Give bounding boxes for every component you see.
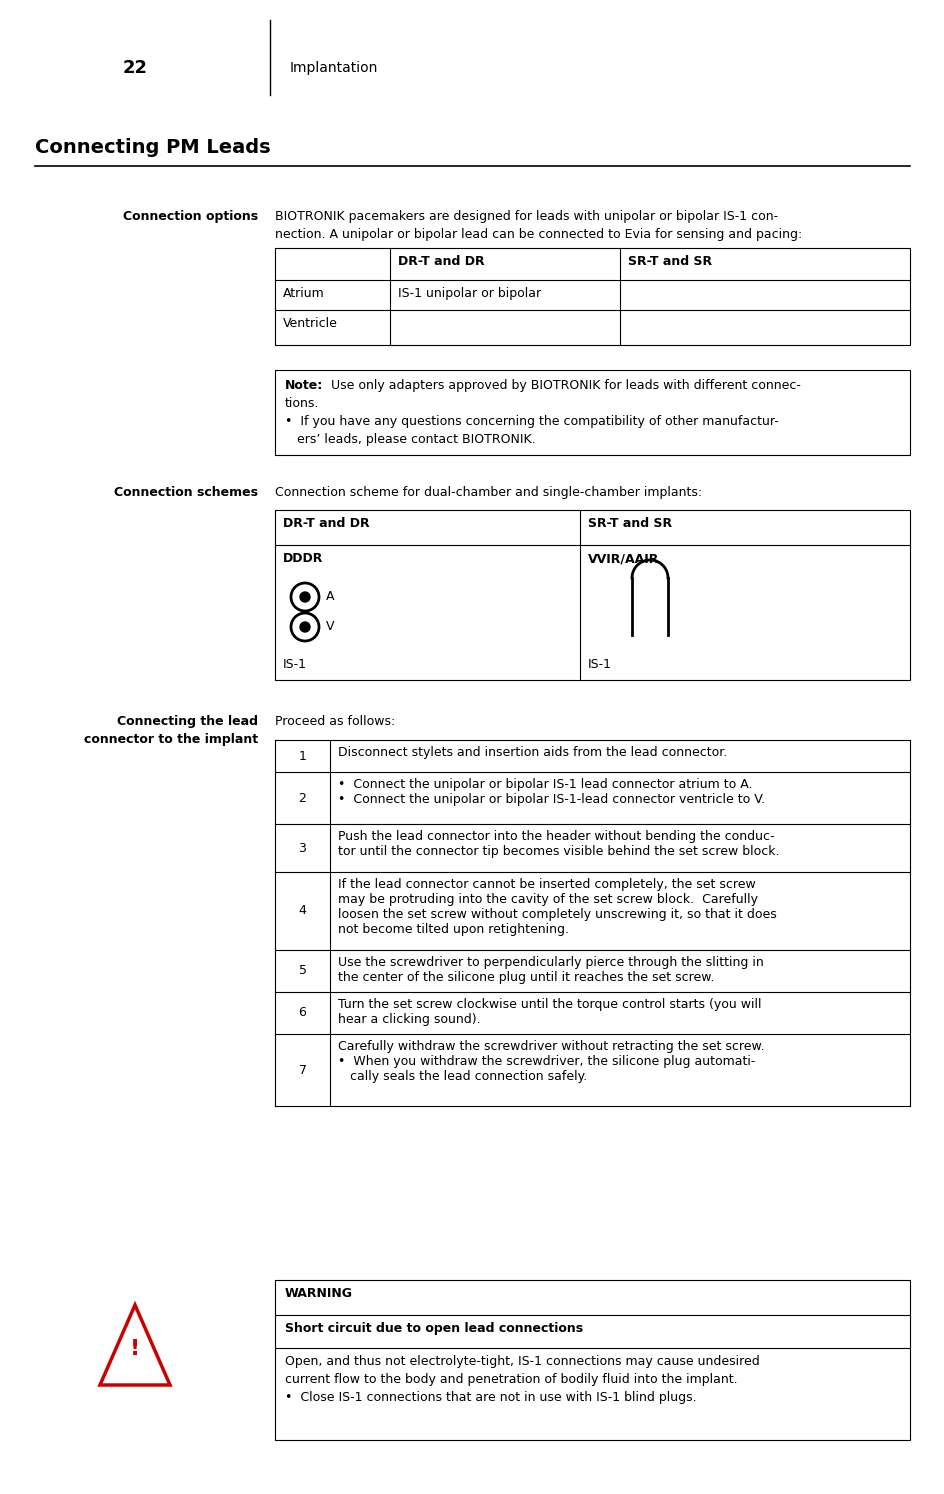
Text: 5: 5 [298, 965, 307, 977]
Circle shape [300, 622, 310, 632]
Text: SR-T and SR: SR-T and SR [628, 255, 712, 267]
Text: Disconnect stylets and insertion aids from the lead connector.: Disconnect stylets and insertion aids fr… [338, 746, 727, 759]
Text: BIOTRONIK pacemakers are designed for leads with unipolar or bipolar IS-1 con-: BIOTRONIK pacemakers are designed for le… [275, 211, 778, 223]
Text: Connection schemes: Connection schemes [114, 486, 258, 499]
Text: nection. A unipolar or bipolar lead can be connected to Evia for sensing and pac: nection. A unipolar or bipolar lead can … [275, 229, 802, 241]
Text: •  Close IS-1 connections that are not in use with IS-1 blind plugs.: • Close IS-1 connections that are not in… [285, 1391, 697, 1404]
Circle shape [300, 592, 310, 602]
Text: DR-T and DR: DR-T and DR [283, 517, 370, 530]
Text: WARNING: WARNING [285, 1286, 353, 1300]
Text: Proceed as follows:: Proceed as follows: [275, 716, 396, 728]
Text: Use the screwdriver to perpendicularly pierce through the slitting in
the center: Use the screwdriver to perpendicularly p… [338, 956, 764, 985]
Text: IS-1: IS-1 [588, 657, 612, 671]
Text: Turn the set screw clockwise until the torque control starts (you will
hear a cl: Turn the set screw clockwise until the t… [338, 998, 762, 1026]
Text: 22: 22 [123, 58, 147, 78]
Text: A: A [326, 590, 334, 604]
Text: Connection options: Connection options [123, 211, 258, 223]
Text: VVIR/AAIR: VVIR/AAIR [588, 551, 659, 565]
Text: Short circuit due to open lead connections: Short circuit due to open lead connectio… [285, 1322, 583, 1336]
Text: Use only adapters approved by BIOTRONIK for leads with different connec-: Use only adapters approved by BIOTRONIK … [327, 379, 801, 391]
Text: •  Connect the unipolar or bipolar IS-1 lead connector atrium to A.
•  Connect t: • Connect the unipolar or bipolar IS-1 l… [338, 778, 766, 805]
Text: 1: 1 [298, 750, 307, 762]
Text: •  If you have any questions concerning the compatibility of other manufactur-: • If you have any questions concerning t… [285, 415, 779, 427]
Text: !: ! [130, 1339, 140, 1360]
Text: Note:: Note: [285, 379, 323, 391]
Text: 7: 7 [298, 1064, 307, 1077]
Text: connector to the implant: connector to the implant [84, 734, 258, 746]
Text: Connecting the lead: Connecting the lead [117, 716, 258, 728]
Text: Open, and thus not electrolyte-tight, IS-1 connections may cause undesired: Open, and thus not electrolyte-tight, IS… [285, 1355, 760, 1369]
Text: 3: 3 [298, 841, 307, 855]
Text: IS-1 unipolar or bipolar: IS-1 unipolar or bipolar [398, 287, 541, 300]
Text: Carefully withdraw the screwdriver without retracting the set screw.
•  When you: Carefully withdraw the screwdriver witho… [338, 1040, 765, 1083]
Text: DR-T and DR: DR-T and DR [398, 255, 484, 267]
Text: Implantation: Implantation [290, 61, 379, 75]
Text: IS-1: IS-1 [283, 657, 307, 671]
Text: 4: 4 [298, 904, 307, 917]
Text: SR-T and SR: SR-T and SR [588, 517, 672, 530]
Bar [275, 248, 910, 345]
Text: Atrium: Atrium [283, 287, 325, 300]
Text: current flow to the body and penetration of bodily fluid into the implant.: current flow to the body and penetration… [285, 1373, 737, 1386]
Bar [275, 1280, 910, 1440]
Text: Connecting PM Leads: Connecting PM Leads [35, 137, 271, 157]
Text: Ventricle: Ventricle [283, 317, 338, 330]
Text: 2: 2 [298, 792, 307, 804]
Bar [275, 509, 910, 680]
Text: DDDR: DDDR [283, 551, 324, 565]
Text: Push the lead connector into the header without bending the conduc-
tor until th: Push the lead connector into the header … [338, 831, 780, 858]
Text: 6: 6 [298, 1007, 307, 1019]
Text: V: V [326, 620, 334, 633]
Text: tions.: tions. [285, 397, 319, 409]
Text: ers’ leads, please contact BIOTRONIK.: ers’ leads, please contact BIOTRONIK. [285, 433, 535, 447]
Bar [275, 371, 910, 456]
Text: Connection scheme for dual-chamber and single-chamber implants:: Connection scheme for dual-chamber and s… [275, 486, 702, 499]
Text: If the lead connector cannot be inserted completely, the set screw
may be protru: If the lead connector cannot be inserted… [338, 878, 777, 937]
